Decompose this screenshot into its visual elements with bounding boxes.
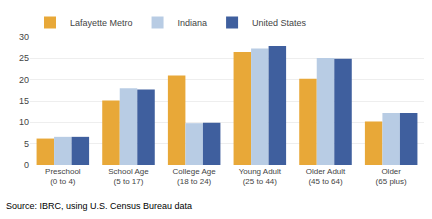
svg-text:Older(65 plus): Older(65 plus): [376, 167, 407, 186]
svg-text:0: 0: [24, 160, 29, 170]
svg-text:Older Adult(45 to 64): Older Adult(45 to 64): [306, 167, 346, 186]
svg-text:5: 5: [24, 139, 29, 149]
svg-text:School Age(5 to 17): School Age(5 to 17): [108, 167, 149, 186]
svg-text:15: 15: [19, 96, 29, 106]
svg-text:25: 25: [19, 53, 29, 63]
svg-text:United States: United States: [252, 18, 307, 28]
svg-text:20: 20: [19, 75, 29, 85]
svg-text:30: 30: [19, 32, 29, 42]
svg-text:Lafayette Metro: Lafayette Metro: [70, 18, 133, 28]
svg-text:Source: IBRC, using U.S. Censu: Source: IBRC, using U.S. Census Bureau d…: [6, 201, 192, 211]
svg-text:10: 10: [19, 117, 29, 127]
svg-text:Young Adult(25 to 44): Young Adult(25 to 44): [239, 167, 282, 186]
svg-text:College Age(18 to 24): College Age(18 to 24): [173, 167, 217, 186]
svg-text:Preschool(0 to 4): Preschool(0 to 4): [45, 167, 81, 186]
svg-text:Indiana: Indiana: [178, 18, 208, 28]
